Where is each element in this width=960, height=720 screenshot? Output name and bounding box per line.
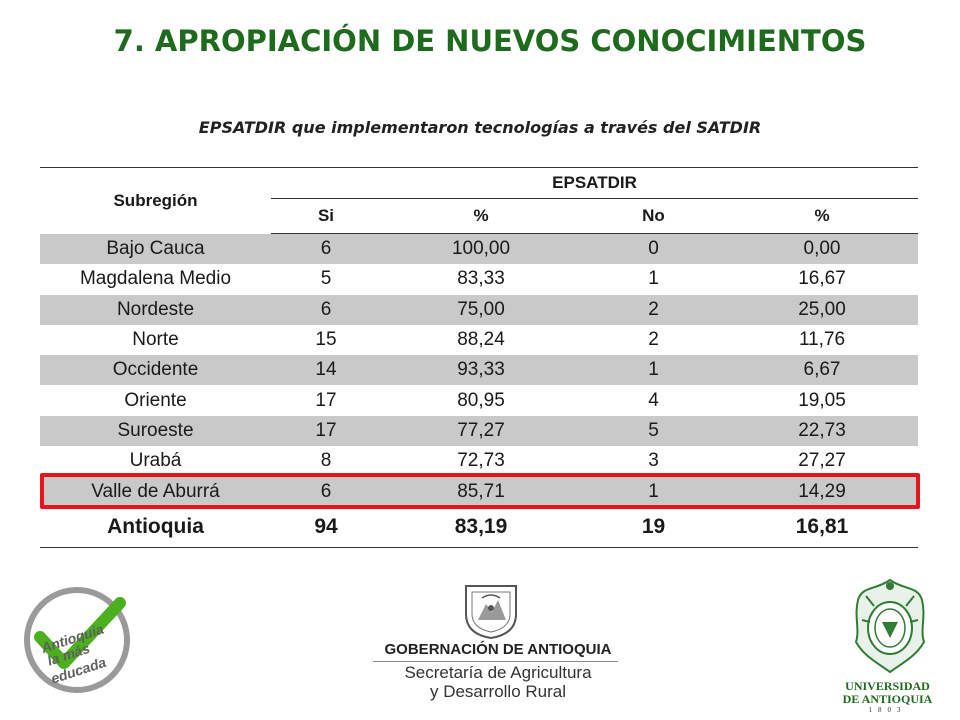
- table-row: Suroeste 17 77,27 5 22,73: [40, 415, 919, 447]
- cell-region: Bajo Cauca: [40, 233, 271, 265]
- cell-si: 5: [320, 268, 332, 290]
- header-pct-si: %: [381, 198, 581, 234]
- total-si: 94: [271, 506, 381, 548]
- secretaria-text: Secretaría de Agricultura y Desarrollo R…: [373, 663, 623, 701]
- cell-pct-no: 0,00: [726, 233, 919, 265]
- cell-si: 15: [315, 329, 337, 351]
- cell-pct-si: 72,73: [457, 450, 505, 472]
- cell-pct-si: 100,00: [381, 233, 581, 265]
- cell-si: 17: [315, 389, 337, 411]
- cell-region: Oriente: [124, 389, 187, 411]
- page-title: 7. APROPIACIÓN DE NUEVOS CONOCIMIENTOS: [113, 24, 867, 58]
- header-no: No: [581, 198, 726, 234]
- total-pct-no: 16,81: [726, 506, 919, 548]
- total-region: Antioquia: [40, 506, 271, 548]
- cell-no: 1: [581, 476, 726, 507]
- total-pct-si: 83,19: [381, 506, 581, 548]
- cell-pct-no: 11,76: [798, 329, 846, 351]
- cell-region: Suroeste: [40, 415, 271, 447]
- cell-pct-no: 22,73: [726, 415, 919, 447]
- cell-si: 6: [271, 294, 381, 325]
- data-table-container: Subregión EPSATDIR Si % No % Bajo Cauca 6…: [40, 167, 919, 548]
- cell-pct-si: 80,95: [457, 389, 505, 411]
- cell-no: 1: [581, 355, 726, 386]
- table-row: Urabá 8 72,73 3 27,27: [40, 446, 918, 476]
- table-row: Oriente 17 80,95 4 19,05: [40, 385, 918, 415]
- cell-no: 2: [648, 329, 659, 351]
- universidad-seal-icon: [854, 578, 926, 674]
- cell-pct-no: 16,67: [798, 268, 846, 290]
- header-epsatdir: EPSATDIR: [271, 167, 919, 199]
- cell-pct-si: 77,27: [381, 415, 581, 447]
- gobernacion-divider: [373, 661, 618, 662]
- cell-pct-no: 19,05: [798, 389, 846, 411]
- cell-pct-si: 75,00: [381, 294, 581, 325]
- cell-pct-si: 85,71: [381, 476, 581, 507]
- table-row: Bajo Cauca 6 100,00 0 0,00: [40, 233, 919, 265]
- cell-si: 6: [271, 233, 381, 265]
- cell-region: Occidente: [40, 355, 271, 386]
- cell-region: Valle de Aburrá: [40, 476, 271, 507]
- cell-pct-no: 14,29: [726, 476, 919, 507]
- universidad-name: UNIVERSIDAD DE ANTIOQUIA: [825, 680, 950, 706]
- cell-region: Magdalena Medio: [79, 268, 232, 290]
- total-row: Antioquia 94 83,19 19 16,81: [40, 506, 919, 548]
- highlight-box-valle-de-aburra: [40, 473, 920, 509]
- udea-line-1: UNIVERSIDAD: [845, 679, 930, 693]
- table-row: Nordeste 6 75,00 2 25,00: [40, 294, 919, 325]
- total-no: 19: [581, 506, 726, 548]
- cell-si: 14: [271, 355, 381, 386]
- coat-of-arms-icon: [465, 585, 517, 640]
- cell-region: Urabá: [129, 450, 182, 472]
- header-pct-no: %: [726, 198, 919, 234]
- table-row: Occidente 14 93,33 1 6,67: [40, 355, 919, 386]
- table-row: Magdalena Medio 5 83,33 1 16,67: [40, 264, 918, 294]
- secretaria-line-1: Secretaría de Agricultura: [404, 663, 592, 682]
- cell-pct-no: 6,67: [726, 355, 919, 386]
- cell-pct-si: 88,24: [457, 329, 505, 351]
- cell-no: 0: [581, 233, 726, 265]
- cell-pct-no: 27,27: [798, 450, 846, 472]
- cell-pct-no: 25,00: [726, 294, 919, 325]
- cell-si: 6: [271, 476, 381, 507]
- epsatdir-table: Subregión EPSATDIR Si % No % Bajo Cauca 6…: [40, 167, 919, 548]
- cell-no: 3: [648, 450, 659, 472]
- cell-no: 5: [581, 415, 726, 447]
- cell-region: Norte: [132, 329, 179, 351]
- cell-pct-si: 93,33: [381, 355, 581, 386]
- cell-pct-si: 83,33: [457, 268, 505, 290]
- header-subregion: Subregión: [40, 167, 271, 234]
- gobernacion-name: GOBERNACIÓN DE ANTIOQUIA: [384, 641, 612, 658]
- antioquia-educada-logo: Antioquia la más educada: [24, 587, 130, 693]
- udea-line-2: DE ANTIOQUIA: [842, 692, 933, 706]
- table-row: Valle de Aburrá 6 85,71 1 14,29: [40, 476, 919, 507]
- cell-si: 17: [271, 415, 381, 447]
- table-subtitle: EPSATDIR que implementaron tecnologías a…: [198, 118, 762, 137]
- cell-no: 1: [648, 268, 659, 290]
- header-si: Si: [271, 198, 381, 234]
- secretaria-line-2: y Desarrollo Rural: [429, 682, 567, 701]
- cell-si: 8: [320, 450, 332, 472]
- cell-no: 4: [648, 389, 659, 411]
- table-row: Norte 15 88,24 2 11,76: [40, 325, 918, 355]
- table-body: Bajo Cauca 6 100,00 0 0,00 Magdalena Medio 5 83…: [40, 233, 919, 507]
- universidad-year: 1803: [868, 706, 907, 714]
- cell-region: Nordeste: [40, 294, 271, 325]
- cell-no: 2: [581, 294, 726, 325]
